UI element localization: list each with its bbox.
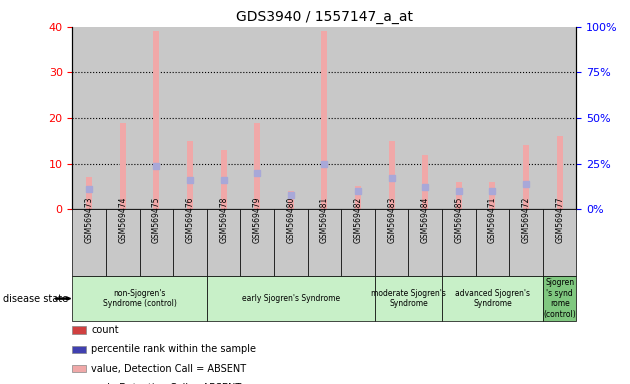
Text: GSM569481: GSM569481 [320, 197, 329, 243]
Text: GSM569478: GSM569478 [219, 197, 228, 243]
Text: GSM569476: GSM569476 [186, 196, 195, 243]
Bar [106, 27, 140, 209]
Bar [274, 27, 307, 209]
Bar [255, 122, 260, 209]
Bar [140, 27, 173, 209]
Bar [456, 182, 462, 209]
Text: percentile rank within the sample: percentile rank within the sample [91, 344, 256, 354]
Bar [120, 122, 126, 209]
Text: rank, Detection Call = ABSENT: rank, Detection Call = ABSENT [91, 383, 241, 384]
Bar [72, 27, 106, 209]
Bar [86, 177, 92, 209]
Bar [557, 136, 563, 209]
Bar [154, 31, 159, 209]
Bar [442, 27, 476, 209]
Bar [389, 141, 394, 209]
Text: GSM569484: GSM569484 [421, 197, 430, 243]
Bar [173, 27, 207, 209]
Bar [422, 155, 428, 209]
Bar [543, 27, 576, 209]
Text: GSM569479: GSM569479 [253, 196, 261, 243]
Text: GSM569480: GSM569480 [287, 197, 295, 243]
Bar [187, 141, 193, 209]
Text: GSM569471: GSM569471 [488, 197, 497, 243]
Text: GSM569477: GSM569477 [555, 196, 564, 243]
Text: GSM569473: GSM569473 [85, 196, 94, 243]
Text: GSM569472: GSM569472 [522, 197, 530, 243]
Bar [476, 27, 509, 209]
Bar [207, 27, 241, 209]
Bar [241, 27, 274, 209]
Bar [523, 146, 529, 209]
Text: GSM569482: GSM569482 [353, 197, 362, 243]
Bar [375, 27, 408, 209]
Bar [288, 191, 294, 209]
Text: Sjogren
's synd
rome
(control): Sjogren 's synd rome (control) [543, 278, 576, 319]
Text: GSM569483: GSM569483 [387, 197, 396, 243]
Text: GSM569474: GSM569474 [118, 196, 127, 243]
Bar [341, 27, 375, 209]
Bar [490, 182, 495, 209]
Text: count: count [91, 325, 119, 335]
Text: GSM569475: GSM569475 [152, 196, 161, 243]
Bar [408, 27, 442, 209]
Text: non-Sjogren's
Syndrome (control): non-Sjogren's Syndrome (control) [103, 289, 176, 308]
Bar [355, 187, 361, 209]
Bar [509, 27, 543, 209]
Text: early Sjogren's Syndrome: early Sjogren's Syndrome [242, 294, 340, 303]
Title: GDS3940 / 1557147_a_at: GDS3940 / 1557147_a_at [236, 10, 413, 25]
Text: advanced Sjogren's
Syndrome: advanced Sjogren's Syndrome [455, 289, 530, 308]
Bar [321, 31, 328, 209]
Bar [307, 27, 341, 209]
Text: GSM569485: GSM569485 [454, 197, 463, 243]
Text: moderate Sjogren's
Syndrome: moderate Sjogren's Syndrome [371, 289, 446, 308]
Bar [220, 150, 227, 209]
Text: disease state: disease state [3, 293, 68, 304]
Text: value, Detection Call = ABSENT: value, Detection Call = ABSENT [91, 364, 246, 374]
